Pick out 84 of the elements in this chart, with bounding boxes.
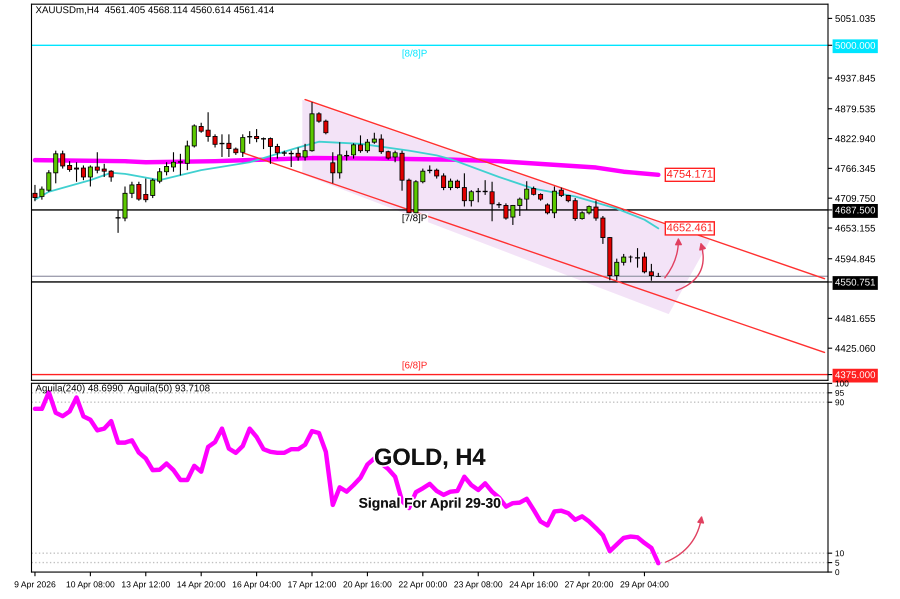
- candlestick: [136, 181, 142, 202]
- x-tick-label: 27 Apr 20:00: [565, 581, 614, 590]
- x-tick-label: 9 Apr 2026: [14, 581, 56, 590]
- candlestick: [157, 167, 162, 184]
- candlestick: [240, 134, 246, 158]
- candlestick: [39, 186, 44, 200]
- ref-line-label: [6/8]P: [402, 361, 427, 370]
- candlestick: [108, 170, 114, 182]
- candlestick: [129, 181, 134, 199]
- candlestick: [441, 172, 446, 191]
- line-series: [32, 156, 661, 178]
- candlestick: [80, 164, 86, 181]
- y-tick-label: 4822.940: [835, 135, 876, 142]
- x-tick-label: 13 Apr 12:00: [122, 581, 170, 590]
- y-tick-label: 0: [835, 569, 840, 576]
- candlestick: [635, 248, 640, 268]
- candlestick: [261, 136, 266, 150]
- y-tick-label: 4653.155: [835, 224, 876, 232]
- candlestick: [558, 186, 564, 198]
- x-tick-label: 17 Apr 12:00: [288, 581, 336, 590]
- candlestick: [642, 252, 647, 274]
- candlestick: [448, 178, 454, 191]
- y-tick-label: 4375.000: [835, 371, 876, 378]
- y-tick-label: 4766.345: [835, 165, 876, 172]
- y-tick-label: 5051.035: [835, 15, 876, 22]
- candlestick: [268, 136, 273, 164]
- x-tick-label: 14 Apr 20:00: [177, 581, 226, 590]
- x-tick-label: 22 Apr 00:00: [398, 581, 447, 590]
- chart-title: Aguila(240) 48.6990 Aguila(50) 93.7108: [36, 384, 210, 394]
- candlestick: [274, 143, 280, 160]
- candlestick: [254, 128, 260, 143]
- candlestick: [67, 160, 72, 172]
- y-tick-label: 5: [835, 560, 840, 566]
- x-tick-label: 20 Apr 16:00: [343, 581, 392, 590]
- x-tick-label: 23 Apr 08:00: [454, 581, 502, 590]
- x-tick-label: 29 Apr 04:00: [620, 581, 669, 590]
- x-tick-label: 16 Apr 04:00: [232, 581, 281, 590]
- candlestick: [351, 142, 356, 160]
- y-tick-label: 4879.535: [835, 105, 876, 112]
- y-tick-label: 4937.845: [835, 74, 876, 82]
- candlestick: [226, 134, 232, 158]
- candlestick: [60, 150, 66, 170]
- candlestick: [206, 112, 211, 142]
- candlestick: [344, 150, 350, 162]
- candlestick: [184, 140, 190, 171]
- candlestick: [74, 162, 80, 182]
- candlestick: [621, 253, 626, 266]
- x-tick-label: 10 Apr 08:00: [66, 581, 114, 590]
- candlestick: [323, 119, 328, 135]
- candlestick: [364, 138, 370, 154]
- chart-title: XAUUSDm,H4 4561.405 4568.114 4560.614 4561.414: [36, 6, 274, 14]
- candlestick: [212, 134, 218, 148]
- ref-line-label: [8/8]P: [402, 49, 427, 59]
- candlestick: [164, 162, 170, 176]
- candlestick: [600, 215, 606, 244]
- annotation: 4754.171: [666, 170, 712, 178]
- y-tick-label: 4687.500: [835, 206, 876, 214]
- y-tick-label: 4550.751: [835, 278, 876, 286]
- candlestick: [316, 112, 322, 124]
- y-tick-label: 90: [835, 399, 844, 406]
- candlestick: [247, 130, 252, 144]
- y-tick-label: 5000.000: [835, 42, 876, 49]
- y-tick-label: 4594.845: [835, 255, 876, 262]
- y-tick-label: 95: [835, 390, 844, 396]
- y-tick-label: 4709.750: [835, 194, 876, 202]
- candlestick: [358, 134, 363, 154]
- y-tick-label: 4425.060: [835, 344, 876, 352]
- candlestick: [434, 168, 440, 180]
- line-series: [34, 140, 660, 230]
- annotation: 4652.461: [666, 224, 712, 232]
- candlestick: [296, 146, 301, 162]
- candlestick: [420, 168, 426, 184]
- x-tick-label: 24 Apr 16:00: [510, 581, 558, 590]
- annotation: GOLD, H4: [374, 448, 486, 469]
- candlestick: [427, 164, 432, 174]
- y-tick-label: 10: [836, 550, 844, 556]
- ref-line-label: [7/8]P: [402, 214, 427, 224]
- candlestick: [88, 164, 93, 188]
- candlestick: [392, 150, 398, 163]
- candlestick: [170, 152, 176, 172]
- candlestick: [372, 132, 377, 144]
- y-tick-label: 4481.655: [835, 315, 876, 322]
- candlestick: [462, 172, 467, 208]
- candlestick: [302, 143, 308, 162]
